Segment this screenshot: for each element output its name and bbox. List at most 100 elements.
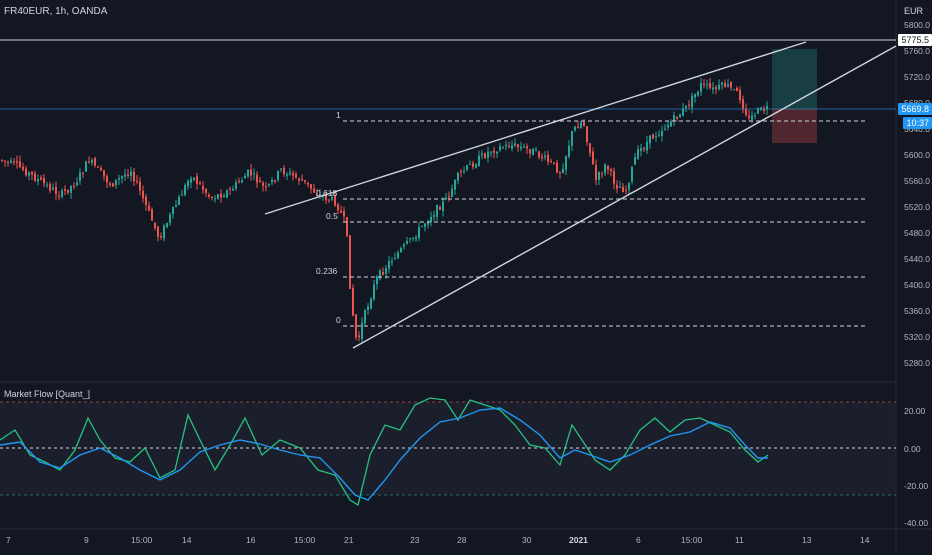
candle-body <box>244 175 246 179</box>
fib-level-label: 0.5 <box>326 211 338 221</box>
candle-body <box>472 162 474 168</box>
candle-body <box>301 178 303 181</box>
indicator-tick-label: -20.00 <box>904 481 928 491</box>
candle-body <box>481 153 483 156</box>
candle-body <box>547 154 549 162</box>
candle-body <box>745 109 747 116</box>
candle-body <box>718 84 720 90</box>
candle-body <box>28 172 30 176</box>
candle-body <box>589 143 591 154</box>
candle-body <box>556 162 558 173</box>
indicator-axis[interactable]: 20.00 0.00 -20.00 -40.00 <box>904 406 928 528</box>
take-profit-zone[interactable] <box>772 49 817 109</box>
candle-body <box>508 145 510 148</box>
candle-body <box>436 205 438 217</box>
candle-body <box>34 173 36 181</box>
candle-body <box>388 261 390 269</box>
candle-body <box>139 181 141 191</box>
candle-body <box>607 165 609 170</box>
fib-level-label: 0 <box>336 315 341 325</box>
upper-trendline[interactable] <box>264 41 807 215</box>
candle-body <box>706 84 708 86</box>
candle-body <box>97 166 99 168</box>
time-tick-label: 14 <box>182 535 192 545</box>
candle-body <box>385 268 387 274</box>
candle-body <box>49 184 51 191</box>
candle-body <box>265 186 267 188</box>
candle-body <box>358 335 360 338</box>
candle-body <box>469 164 471 166</box>
candle-body <box>628 183 630 190</box>
candle-body <box>241 180 243 183</box>
candle-body <box>277 171 279 180</box>
candle-body <box>166 223 168 228</box>
candle-body <box>391 260 393 263</box>
candle-body <box>142 190 144 199</box>
candle-body <box>505 144 507 147</box>
stop-loss-zone[interactable] <box>772 109 817 143</box>
candle-body <box>232 188 234 191</box>
candle-body <box>523 146 525 148</box>
time-tick-label: 30 <box>522 535 532 545</box>
candle-body <box>496 151 498 154</box>
candle-body <box>454 179 456 190</box>
candle-body <box>175 205 177 207</box>
candle-body <box>229 188 231 190</box>
indicator-tick-label: 0.00 <box>904 444 921 454</box>
candle-body <box>715 87 717 90</box>
candle-body <box>751 115 753 120</box>
candle-body <box>562 168 564 173</box>
candle-body <box>559 172 561 174</box>
candle-body <box>733 89 735 91</box>
candle-body <box>442 201 444 212</box>
lower-trendline[interactable] <box>352 45 897 349</box>
candle-body <box>667 124 669 128</box>
candle-body <box>658 134 660 136</box>
candle-body <box>310 184 312 189</box>
candle-body <box>133 171 135 182</box>
candle-body <box>574 126 576 131</box>
price-tick-label: 5600.0 <box>904 150 930 160</box>
candle-body <box>289 172 291 175</box>
candle-body <box>130 171 132 176</box>
symbol-title[interactable]: FR40EUR, 1h, OANDA <box>4 6 108 17</box>
fib-retracement[interactable]: 1 0.618 0.5 0.236 0 <box>316 110 868 327</box>
candle-body <box>409 238 411 240</box>
candle-body <box>445 197 447 200</box>
candle-body <box>457 172 459 181</box>
candle-body <box>433 214 435 217</box>
candle-body <box>124 174 126 177</box>
time-axis[interactable]: 7 9 15:00 14 16 15:00 21 23 28 30 2021 6 15:00 11 13 14 <box>6 535 870 545</box>
candle-body <box>70 185 72 193</box>
candle-body <box>610 169 612 172</box>
candle-body <box>592 151 594 165</box>
candle-body <box>13 161 15 163</box>
candle-body <box>58 195 60 197</box>
indicator-title[interactable]: Market Flow [Quant_] <box>4 389 91 399</box>
candle-body <box>328 199 330 201</box>
candle-body <box>529 149 531 154</box>
candle-body <box>157 226 159 237</box>
candle-body <box>100 167 102 171</box>
candle-body <box>286 174 288 176</box>
candle-body <box>235 182 237 189</box>
candle-body <box>37 179 39 182</box>
candle-body <box>652 134 654 139</box>
candle-body <box>154 222 156 229</box>
time-tick-label: 2021 <box>569 535 588 545</box>
candle-body <box>190 178 192 183</box>
price-axis[interactable]: 5800.05760.05720.05680.05640.05600.05560… <box>904 20 930 368</box>
candle-body <box>151 209 153 221</box>
price-tick-label: 5520.0 <box>904 202 930 212</box>
candle-body <box>217 194 219 199</box>
candle-body <box>427 221 429 225</box>
candle-body <box>10 160 12 163</box>
candle-body <box>625 189 627 191</box>
candle-body <box>418 227 420 238</box>
candle-body <box>202 185 204 190</box>
candle-body <box>187 180 189 187</box>
candle-body <box>484 153 486 158</box>
candle-body <box>613 171 615 184</box>
